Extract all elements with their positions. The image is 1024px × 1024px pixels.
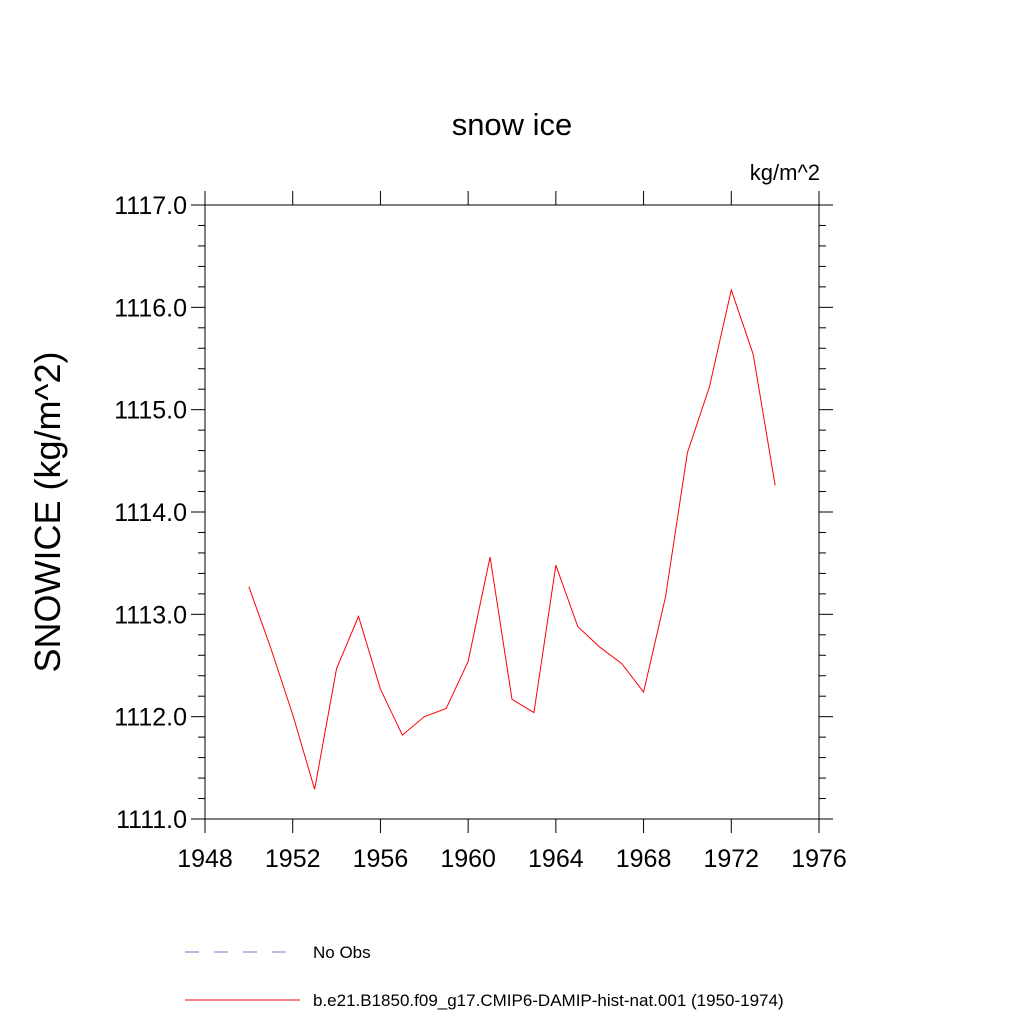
x-tick-label: 1976 [791,845,847,873]
x-tick-label: 1956 [353,845,409,873]
y-tick-label: 1111.0 [116,806,187,834]
x-tick-label: 1964 [528,845,584,873]
y-tick-label: 1115.0 [114,397,187,425]
y-tick-label: 1112.0 [114,704,187,732]
y-tick-label: 1117.0 [114,192,187,220]
y-axis-label: SNOWICE (kg/m^2) [27,352,68,673]
plot-frame [204,204,820,820]
legend-label: No Obs [313,943,371,962]
x-tick-label: 1968 [616,845,672,873]
axis-ticks [191,191,833,833]
y-tick-label: 1113.0 [114,601,187,629]
x-tick-label: 1960 [440,845,496,873]
y-tick-label: 1114.0 [114,499,187,527]
series-line [248,288,776,790]
y-tick-label: 1116.0 [114,294,187,322]
legend: No Obs b.e21.B1850.f09_g17.CMIP6-DAMIP-hi… [185,943,784,1010]
chart-title: snow ice [452,107,573,142]
legend-label: b.e21.B1850.f09_g17.CMIP6-DAMIP-hist-nat… [313,991,784,1010]
x-tick-label: 1952 [265,845,321,873]
y-tick-labels: 1111.0 1112.0 1113.0 1114.0 1115.0 1116.0 1117… [114,192,187,834]
units-label: kg/m^2 [750,160,820,185]
series-group [248,288,776,790]
x-tick-label: 1948 [177,845,233,873]
x-tick-label: 1972 [703,845,759,873]
x-tick-labels: 1948 1952 1956 1960 1964 1968 1972 1976 [177,845,847,873]
